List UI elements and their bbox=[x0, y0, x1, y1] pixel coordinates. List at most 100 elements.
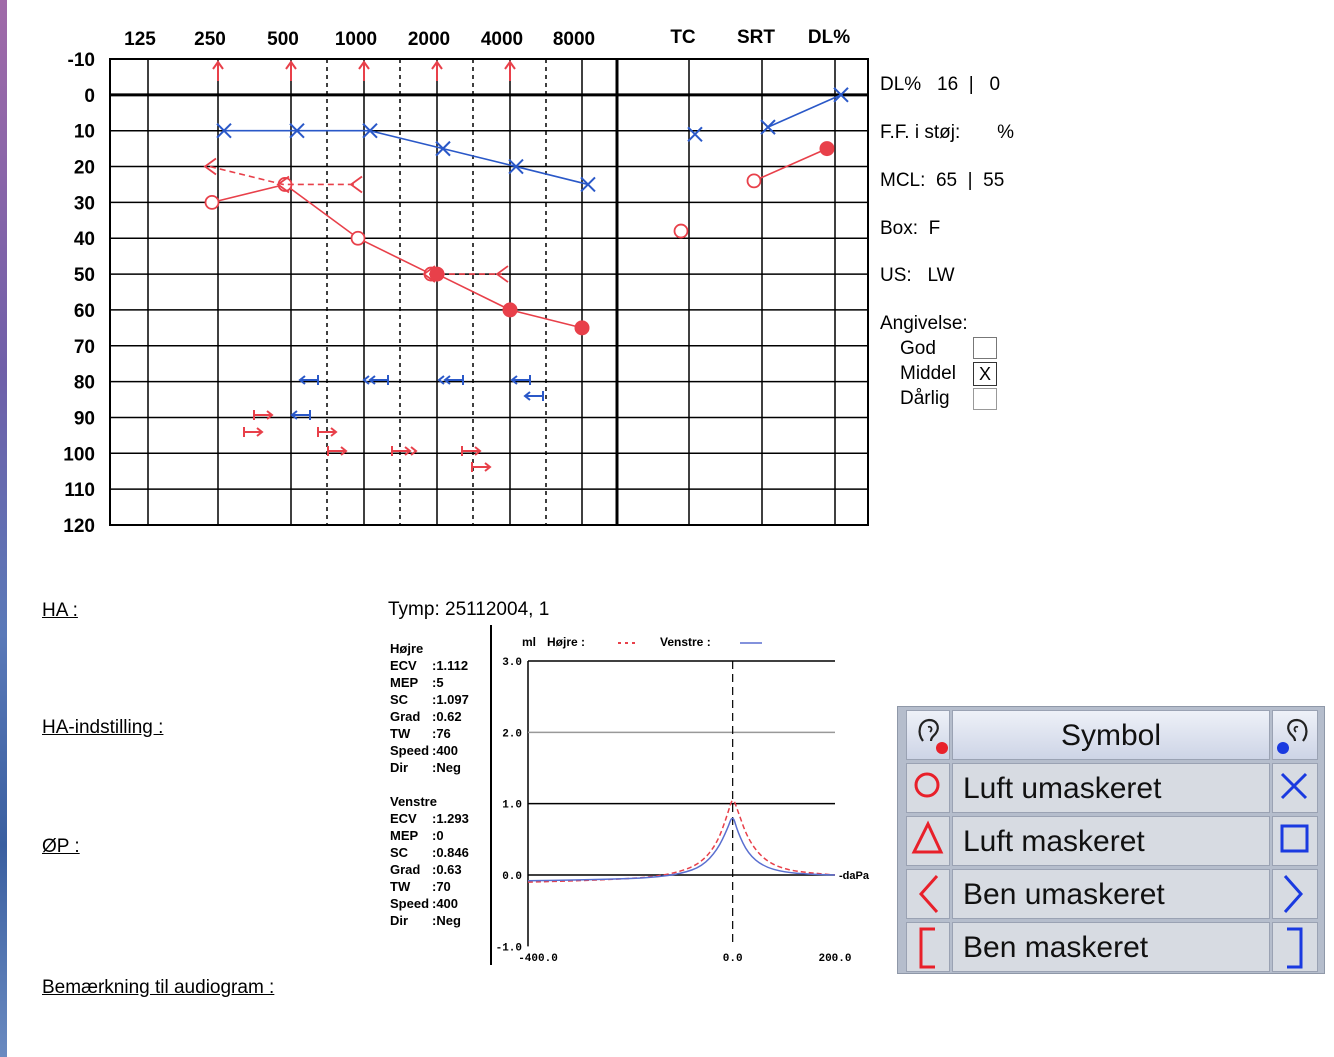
tymp-value-row: TW:76 bbox=[390, 726, 451, 741]
less-than-marker bbox=[203, 157, 217, 176]
less-than-icon bbox=[906, 869, 950, 919]
freq-label: 125 bbox=[124, 29, 156, 50]
tymp-series-line bbox=[527, 799, 836, 883]
x-marker bbox=[687, 126, 703, 142]
less-than-marker bbox=[495, 265, 509, 283]
tymp-y-tick: 2.0 bbox=[502, 728, 522, 740]
ha-indstilling-label: HA-indstilling : bbox=[42, 717, 164, 738]
greater-than-icon bbox=[1272, 869, 1318, 919]
db-label: 10 bbox=[74, 122, 95, 143]
legend-row: Luft maskeret bbox=[906, 816, 1318, 866]
filled-marker bbox=[574, 320, 590, 336]
extra-column-label: DL% bbox=[808, 27, 850, 48]
triangle-icon bbox=[906, 816, 950, 866]
arrow-up-marker bbox=[212, 60, 224, 81]
arrow-up-marker bbox=[504, 60, 516, 81]
x-marker bbox=[833, 87, 849, 103]
tymp-value-row: Dir:Neg bbox=[390, 760, 461, 775]
db-label: 60 bbox=[74, 301, 95, 322]
darlig-checkbox[interactable] bbox=[973, 388, 997, 410]
tymp-dapa-label: -daPa bbox=[839, 870, 870, 882]
tymp-y-tick: 1.0 bbox=[502, 800, 522, 812]
tymp-value-row: ECV:1.293 bbox=[390, 811, 469, 826]
dl-value: DL% 16 | 0 bbox=[880, 74, 1001, 95]
srt-dl-line bbox=[767, 94, 842, 128]
god-label: God bbox=[900, 338, 936, 359]
series-line bbox=[211, 183, 432, 275]
filled-marker bbox=[502, 302, 518, 318]
db-label: 50 bbox=[74, 265, 95, 286]
bemaerkning-label: Bemærkning til audiogram : bbox=[42, 977, 275, 998]
tymp-x-tick: -400.0 bbox=[518, 953, 558, 965]
db-label: 40 bbox=[74, 229, 95, 250]
tymp-ml-label: ml bbox=[522, 635, 536, 649]
masking-arrow bbox=[437, 375, 464, 385]
tymp-series-line bbox=[527, 817, 836, 882]
less-than-marker bbox=[276, 175, 290, 194]
freq-label: 2000 bbox=[408, 29, 450, 50]
ff-value: F.F. i støj: % bbox=[880, 122, 1015, 143]
freq-label: 4000 bbox=[481, 29, 523, 50]
masking-arrow bbox=[471, 462, 492, 472]
tymp-group-header: Højre bbox=[390, 641, 424, 656]
circle-icon bbox=[906, 763, 950, 813]
x-marker bbox=[216, 122, 232, 139]
legend-row: Ben maskeret bbox=[906, 922, 1318, 972]
us-value: US: LW bbox=[880, 265, 955, 286]
legend-row: Ben umaskeret bbox=[906, 869, 1318, 919]
masking-arrow bbox=[510, 375, 531, 385]
tymp-y-tick: 0.0 bbox=[502, 871, 522, 883]
symbol-legend: Symbol Luft umaskeret Luft maskeret bbox=[897, 706, 1325, 974]
tympanogram-chart: 3.0 2.0 1.0 0.0 -1.0-400.0 0.0 200.0 ml Højre : V… bbox=[490, 625, 870, 965]
db-label: 0 bbox=[84, 86, 95, 107]
db-label: 120 bbox=[63, 516, 95, 537]
less-than-marker bbox=[422, 265, 436, 283]
freq-label: 1000 bbox=[335, 29, 377, 50]
tymp-value-row: MEP:0 bbox=[390, 828, 444, 843]
left-bracket-icon bbox=[906, 922, 950, 972]
right-bracket-icon bbox=[1272, 922, 1318, 972]
god-checkbox[interactable] bbox=[973, 337, 997, 359]
tymp-y-tick: -1.0 bbox=[496, 942, 522, 954]
freq-label: 250 bbox=[194, 29, 226, 50]
masking-arrow bbox=[362, 375, 389, 385]
o-marker bbox=[746, 173, 762, 189]
legend-header: Symbol bbox=[906, 710, 1318, 760]
freq-label: 8000 bbox=[553, 29, 595, 50]
series-line bbox=[224, 129, 589, 186]
arrow-up-marker bbox=[431, 60, 443, 81]
audiogram-chart: 125 250 500 1000 2000 4000 8000 TC SRT DL% -10 0 10 2… bbox=[63, 27, 869, 537]
series-line bbox=[209, 165, 356, 186]
left-ear-icon bbox=[1272, 710, 1318, 760]
db-label: 20 bbox=[74, 158, 95, 179]
less-than-marker bbox=[349, 175, 363, 194]
middel-checkbox[interactable]: X bbox=[973, 362, 997, 386]
tymp-value-row: TW:70 bbox=[390, 879, 451, 894]
arrow-up-marker bbox=[358, 60, 370, 81]
middel-label: Middel bbox=[900, 363, 956, 384]
filled-marker bbox=[819, 141, 835, 157]
legend-label: Ben maskeret bbox=[952, 922, 1270, 972]
o-marker bbox=[673, 223, 689, 239]
db-label: 110 bbox=[64, 480, 95, 501]
masking-arrow bbox=[243, 427, 264, 437]
angivelse-label: Angivelse: bbox=[880, 313, 968, 334]
db-label: 90 bbox=[74, 408, 95, 429]
x-marker bbox=[508, 158, 524, 175]
masking-arrow bbox=[523, 391, 544, 401]
tymp-legend-hojre: Højre : bbox=[547, 635, 585, 649]
o-marker bbox=[204, 194, 220, 210]
tymp-value-row: Speed:400 bbox=[390, 743, 459, 758]
x-icon bbox=[1272, 763, 1318, 813]
tymp-title: Tymp: 25112004, 1 bbox=[388, 599, 550, 620]
tymp-value-row: ECV:1.112 bbox=[390, 658, 469, 673]
tymp-y-tick: 3.0 bbox=[502, 657, 522, 669]
legend-label: Luft umaskeret bbox=[952, 763, 1270, 813]
tymp-value-row: Dir:Neg bbox=[390, 913, 461, 928]
tymp-value-row: MEP:5 bbox=[390, 675, 444, 690]
legend-row: Luft umaskeret bbox=[906, 763, 1318, 813]
square-icon bbox=[1272, 816, 1318, 866]
x-marker bbox=[580, 176, 596, 193]
db-label: 100 bbox=[63, 444, 95, 465]
x-marker bbox=[760, 119, 776, 135]
